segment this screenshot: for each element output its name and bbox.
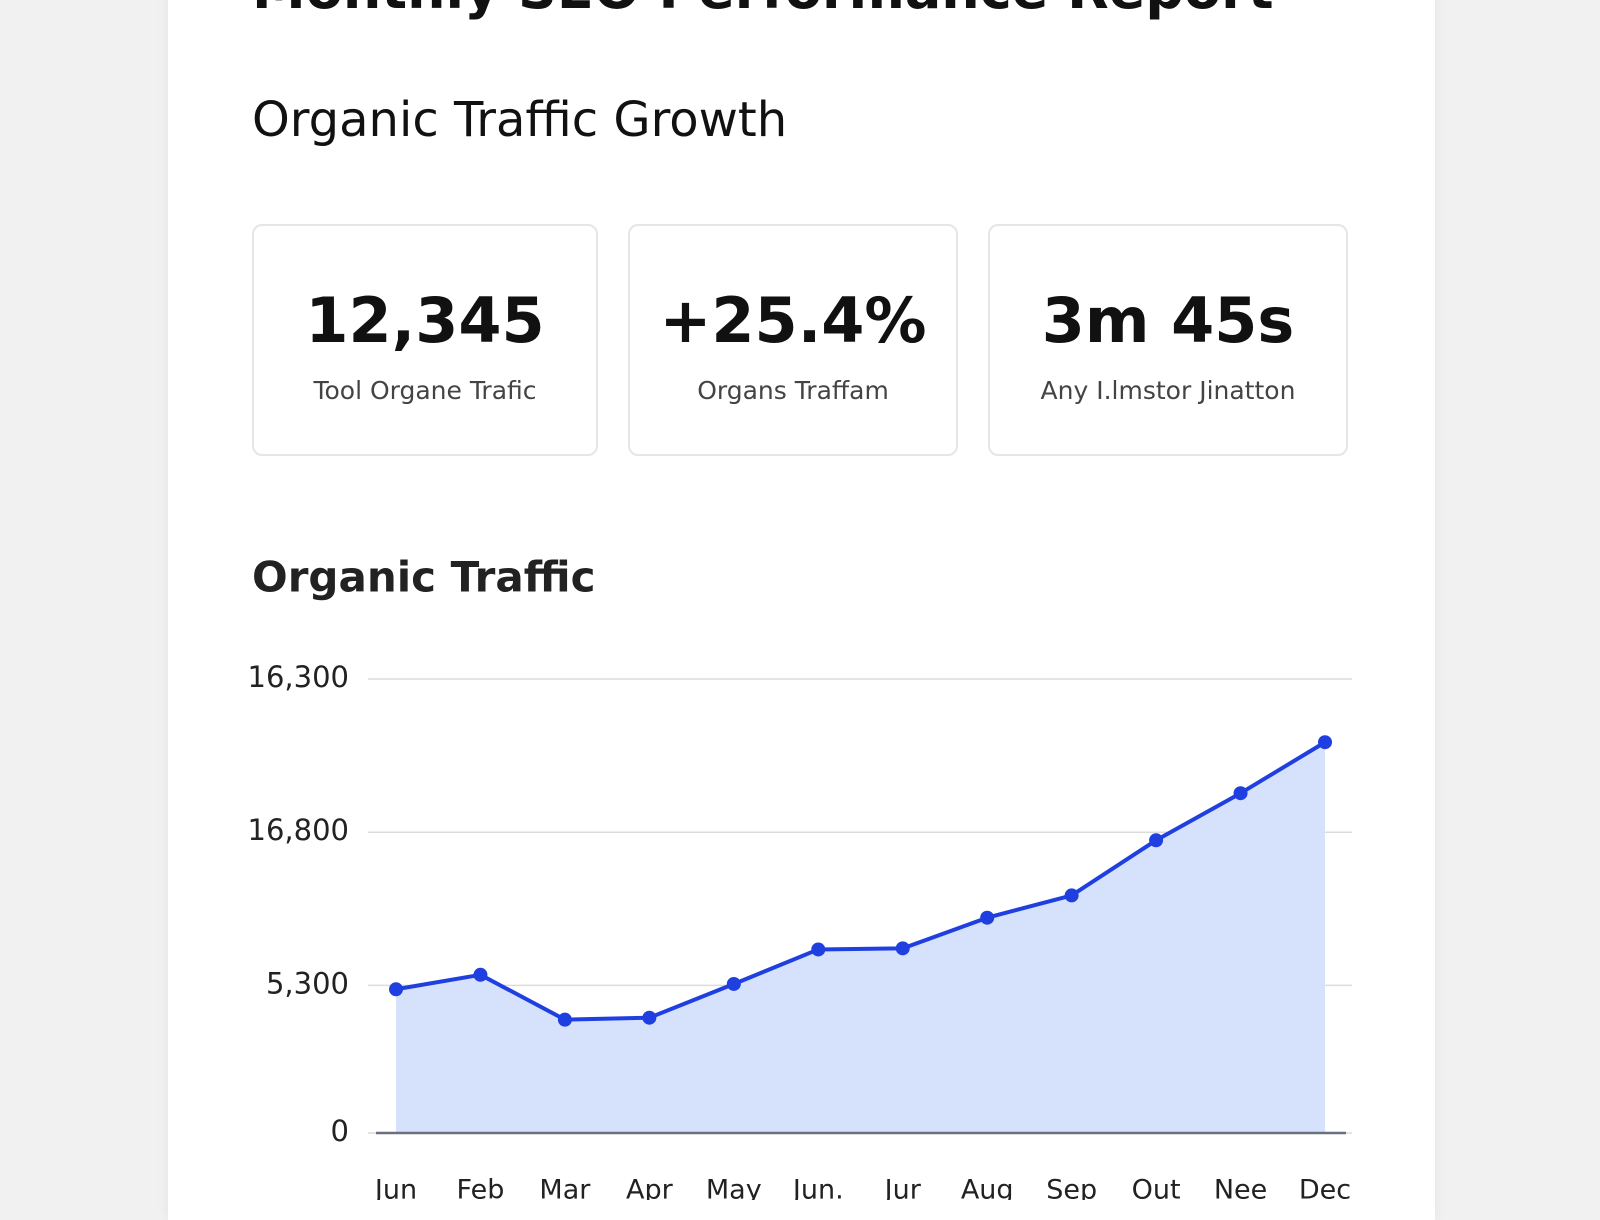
stat-label: Tool Organe Trafic [313,376,537,405]
point [1149,833,1164,848]
x-tick-label: Jur [883,1175,922,1201]
y-tick-label: 16,300 [248,660,349,694]
point [1233,786,1248,801]
stat-card: +25.4% Organs Traffam [628,224,958,456]
line [395,740,1327,1022]
x-tick-label: Nee [1214,1175,1267,1201]
x-tick-label: Feb [457,1175,505,1201]
stat-card: 3m 45s Any I.lmstor Jinatton [988,224,1348,456]
point [811,942,826,957]
area [396,742,1325,1133]
y-tick-label: 5,300 [266,966,349,1000]
point [980,910,995,925]
x-tick-label: Sep [1046,1175,1097,1201]
stat-card: 12,345 Tool Organe Trafic [252,224,598,456]
x-tick-label: Jun [373,1175,417,1201]
chart-title: Organic Traffic [252,553,595,602]
point [389,982,403,997]
point [557,1012,572,1027]
x-tick-label: May [706,1175,762,1201]
x-tick-label: Out [1132,1175,1181,1201]
section-title: Organic Traffic Growth [252,92,788,148]
stat-value: 12,345 [305,284,545,357]
x-tick-label: Jun. [791,1175,844,1201]
y-tick-label: 16,800 [248,813,349,847]
x-tick-label: Aug [961,1175,1014,1201]
point [473,967,488,982]
x-tick-label: Apr [626,1175,674,1201]
report-title: Monthly SEO Performance Report [252,0,1274,21]
point [726,976,741,991]
point [895,941,910,956]
stat-value: 3m 45s [1041,284,1295,357]
point [1064,888,1079,903]
point [1318,735,1332,750]
y-tick-label: 0 [331,1114,349,1148]
x-tick-label: Mar [539,1175,591,1201]
stat-value: +25.4% [659,284,927,357]
point [642,1010,657,1025]
stat-label: Any I.lmstor Jinatton [1040,376,1296,405]
stat-label: Organs Traffam [697,376,889,405]
x-tick-label: Dec [1299,1175,1351,1201]
